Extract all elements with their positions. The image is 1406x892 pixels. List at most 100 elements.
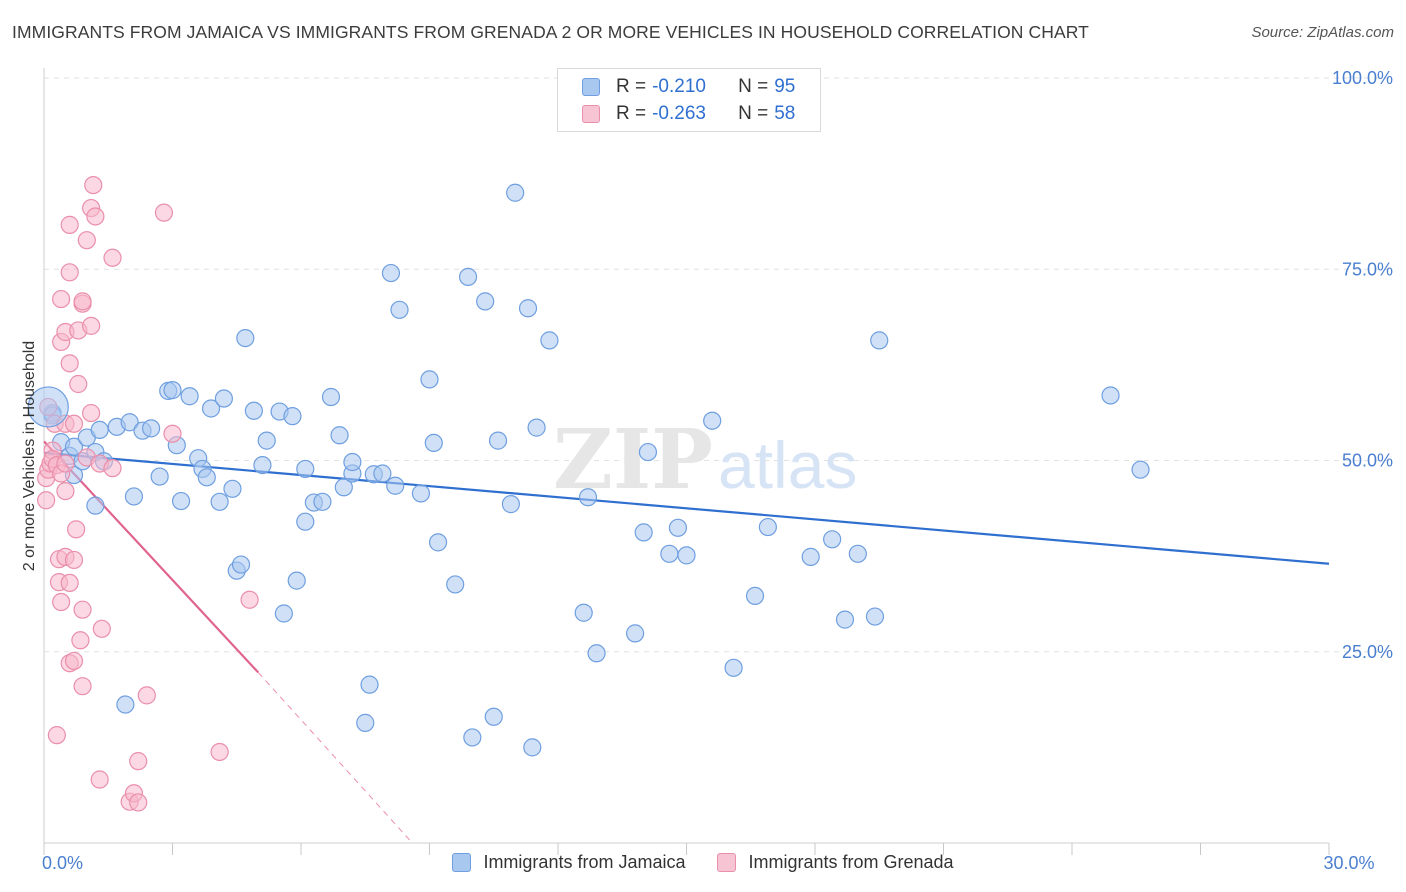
grenada-point (84, 176, 103, 195)
y-tick-label: 75.0% (1342, 259, 1393, 279)
jamaica-point (488, 431, 508, 450)
grenada-point (73, 600, 92, 619)
grenada-point (137, 686, 156, 705)
jamaica-point (274, 604, 293, 623)
legend-item-grenada[interactable]: Immigrants from Grenada (717, 852, 954, 873)
n-value: 95 (774, 76, 796, 97)
y-tick-label: 100.0% (1332, 68, 1393, 88)
jamaica-point (446, 575, 465, 594)
jamaica-point (163, 381, 182, 400)
grenada-point (82, 316, 101, 335)
jamaica-point (835, 610, 855, 629)
jamaica-point (381, 263, 401, 283)
jamaica-point (116, 695, 135, 714)
jamaica-point (801, 547, 820, 566)
jamaica-point (578, 488, 598, 507)
grenada-point (103, 248, 122, 267)
grenada-point (210, 742, 229, 762)
source-label: Source: ZipAtlas.com (1251, 24, 1394, 41)
n-label: N = (738, 103, 769, 124)
jamaica-point (638, 442, 658, 462)
r-label: R = (616, 103, 647, 124)
jamaica-point (223, 479, 242, 498)
jamaica-point (463, 728, 482, 747)
jamaica-point (625, 624, 645, 643)
grenada-point (64, 414, 84, 433)
jamaica-point (506, 183, 525, 202)
jamaica-point (424, 433, 443, 453)
grenada-point (37, 491, 56, 510)
jamaica-point (356, 713, 375, 732)
jamaica-point (745, 586, 765, 606)
jamaica-point-cluster (27, 386, 69, 428)
y-tick-label: 25.0% (1342, 642, 1393, 662)
jamaica-point (660, 544, 679, 563)
jamaica-point (150, 467, 169, 486)
grenada-point (56, 482, 75, 501)
jamaica-point (124, 487, 144, 506)
jamaica-point (428, 533, 448, 552)
chart-title: IMMIGRANTS FROM JAMAICA VS IMMIGRANTS FR… (12, 22, 1089, 42)
grenada-swatch (717, 853, 737, 872)
grenada-point (163, 424, 182, 443)
jamaica-point (296, 459, 315, 479)
grenada-point (77, 231, 96, 250)
jamaica-point (703, 411, 722, 430)
x-tick-label: 0.0% (42, 853, 83, 873)
grenada-point (240, 590, 259, 609)
jamaica-point (587, 644, 606, 663)
grenada-swatch (582, 105, 600, 123)
grenada-point (60, 263, 79, 282)
legend-item-jamaica[interactable]: Immigrants from Jamaica (452, 852, 685, 873)
jamaica-point (180, 387, 199, 406)
grenada-trend-extension (257, 672, 413, 844)
grenada-point (129, 793, 148, 812)
jamaica-point (214, 389, 233, 408)
watermark: ZIP atlas (553, 412, 857, 508)
grenada-point (103, 459, 122, 478)
legend-label-jamaica: Immigrants from Jamaica (483, 852, 686, 872)
r-value: -0.210 (652, 76, 706, 97)
grenada-point (69, 374, 88, 394)
y-axis-label: 2 or more Vehicles in Household (21, 341, 38, 571)
jamaica-point (540, 331, 559, 350)
jamaica-point (201, 399, 221, 418)
jamaica-point (634, 523, 653, 542)
legend-row-jamaica: R = -0.210 N = 95 (582, 75, 795, 99)
grenada-point (60, 354, 79, 373)
r-value: -0.263 (652, 103, 706, 124)
grenada-point (90, 770, 109, 789)
jamaica-point (171, 491, 191, 511)
jamaica-point (420, 370, 439, 389)
grenada-point (64, 550, 84, 570)
jamaica-point (1101, 386, 1120, 405)
jamaica-point (236, 329, 255, 348)
jamaica-point (244, 401, 263, 420)
jamaica-point (458, 267, 478, 286)
axes (43, 68, 1330, 855)
jamaica-point (64, 437, 84, 456)
jamaica-point (411, 484, 431, 503)
jamaica-point (197, 468, 216, 487)
jamaica-point (823, 530, 842, 549)
jamaica-point (334, 478, 353, 497)
jamaica-point (870, 331, 889, 350)
jamaica-point (677, 546, 696, 565)
grenada-point (73, 292, 92, 311)
jamaica-point (287, 571, 306, 590)
y-tick-label: 50.0% (1342, 451, 1393, 471)
grenada-point (67, 520, 86, 539)
grenada-point (129, 752, 148, 771)
jamaica-point (86, 496, 105, 515)
x-tick-label: 30.0% (1323, 853, 1374, 873)
grenada-point (47, 726, 66, 745)
jamaica-point (724, 658, 743, 677)
tick-labels: 25.0% 50.0% 75.0% 100.0% 0.0% 30.0% (42, 68, 1393, 873)
jamaica-point (231, 555, 251, 574)
series-legend: Immigrants from Jamaica Immigrants from … (0, 852, 1406, 873)
grenada-point (52, 289, 71, 309)
jamaica-swatch (452, 853, 472, 872)
grenada-point (52, 592, 71, 612)
jamaica-point (343, 452, 362, 472)
jamaica-point (390, 300, 409, 319)
